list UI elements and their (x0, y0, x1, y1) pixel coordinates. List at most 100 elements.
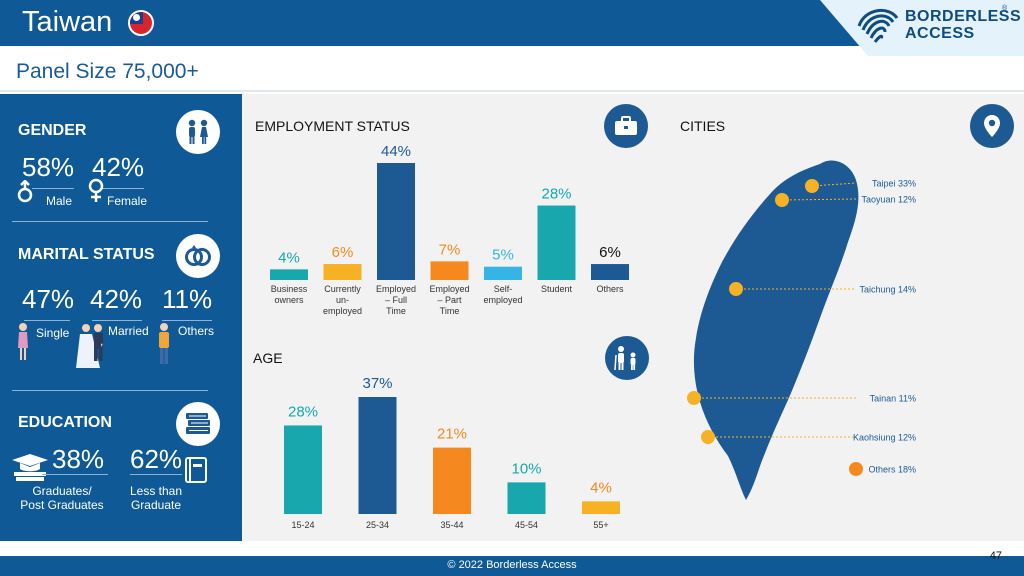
employment-category-label: Student (541, 284, 573, 294)
page-title: Taiwan (22, 6, 113, 38)
employment-bar-label: 6% (332, 244, 354, 261)
age-title: AGE (253, 350, 283, 366)
employment-bar-label: 4% (278, 249, 300, 266)
demographics-panel: GENDER 58% 42% Male Female MARITAL STATU… (0, 94, 242, 541)
employment-category-label: Time (440, 306, 460, 316)
employment-category-label: – Part (437, 295, 462, 305)
section-divider (12, 390, 208, 391)
city-label: Taipei 33% (872, 179, 916, 189)
city-label: Taoyuan 12% (861, 195, 916, 205)
employment-bar (430, 261, 469, 280)
employment-category-label: Business (271, 284, 308, 294)
section-divider (12, 221, 208, 222)
age-chart: 28% 15-24 37% 25-34 21% 35-44 10% 45-54 4% 55+ (284, 375, 620, 530)
employment-category-label: employed (323, 306, 362, 316)
cities-title: CITIES (680, 118, 726, 134)
age-bar-label: 28% (288, 403, 318, 420)
books-icon (176, 402, 220, 446)
divider (0, 90, 1024, 92)
age-category-label: 55+ (593, 520, 608, 530)
others-pct: 11% (162, 284, 213, 314)
city-dot (701, 430, 715, 444)
single-person-icon (18, 323, 28, 360)
female-pct: 42% (92, 152, 145, 182)
employment-bar (323, 264, 362, 280)
employment-bar-label: 6% (599, 244, 621, 261)
others-label: Others 18% (868, 465, 916, 475)
married-label: Married (108, 324, 149, 338)
age-bar (433, 447, 471, 514)
employment-bar-label: 44% (381, 143, 411, 160)
age-bar (284, 425, 322, 514)
single-label: Single (36, 326, 70, 340)
age-bar-label: 37% (362, 375, 392, 392)
family-icon (605, 336, 649, 380)
city-leader-line (811, 182, 857, 187)
age-bar (358, 397, 397, 514)
map-pin-icon (970, 104, 1014, 148)
footer-bar: © 2022 Borderless Access (0, 556, 1024, 576)
city-dot (729, 282, 743, 296)
graduates-label: Graduates/ Post Graduates (20, 484, 104, 512)
page-number: 47 (989, 550, 1002, 562)
age-category-label: 35-44 (440, 520, 463, 530)
male-label: Male (46, 194, 73, 208)
education-title: EDUCATION (18, 414, 112, 431)
city-label: Kaohsiung 12% (853, 433, 916, 443)
panel-size: Panel Size 75,000+ (16, 60, 199, 83)
married-underline (92, 320, 142, 321)
book-icon (185, 457, 207, 483)
employment-category-label: – Full (385, 295, 407, 305)
employment-status-title: EMPLOYMENT STATUS (255, 118, 410, 134)
age-bar-label: 4% (590, 479, 612, 496)
male-underline (32, 188, 74, 189)
employment-category-label: un- (336, 295, 349, 305)
employment-category-label: owners (274, 295, 304, 305)
married-label-suffix: , (100, 334, 104, 348)
others-label: Others (178, 324, 215, 338)
female-label: Female (107, 194, 148, 208)
employment-bar (377, 163, 415, 280)
employment-category-label: Employed (429, 284, 469, 294)
briefcase-icon (604, 104, 648, 148)
employment-category-label: Employed (376, 284, 416, 294)
male-pct: 58% (22, 152, 75, 182)
employment-category-label: Self- (494, 284, 513, 294)
single-pct: 47% (22, 284, 75, 314)
married-couple-icon (76, 324, 103, 368)
employment-bar (537, 205, 576, 280)
city-label: Tainan 11% (870, 394, 916, 404)
graduation-cap-icon (12, 454, 48, 481)
marital-status-title: MARITAL STATUS (18, 246, 155, 263)
wedding-rings-icon (176, 234, 220, 278)
employment-bar-label: 28% (541, 186, 571, 203)
age-category-label: 15-24 (291, 520, 314, 530)
graduates-underline (42, 474, 108, 475)
gender-icon (176, 110, 220, 154)
gender-title: GENDER (18, 122, 87, 139)
age-bar-label: 21% (437, 426, 467, 443)
city-label: Taichung 14% (859, 285, 916, 295)
copyright: © 2022 Borderless Access (447, 559, 577, 571)
employment-bar-label: 7% (439, 241, 461, 258)
less-than-graduate-pct: 62% (130, 444, 183, 474)
married-pct: 42% (90, 284, 143, 314)
city-dot (775, 193, 789, 207)
female-underline (100, 188, 144, 189)
logo-registered-mark: ® (1002, 5, 1008, 12)
age-category-label: 25-34 (366, 520, 389, 530)
logo-text: BORDERLESS ACCESS (905, 8, 1022, 42)
others-dot (849, 462, 863, 476)
taiwan-flag-icon (128, 10, 154, 36)
employment-bar (484, 266, 522, 280)
employment-category-label: Time (386, 306, 406, 316)
taiwan-shape (693, 160, 859, 500)
age-bar-label: 10% (511, 460, 541, 477)
male-symbol-icon (17, 180, 33, 203)
taiwan-cities-map: Taipei 33% Taoyuan 12% Taichung 14% Tainan … (687, 160, 916, 500)
others-underline (162, 320, 212, 321)
employment-bar (591, 264, 629, 280)
female-symbol-icon (88, 178, 104, 202)
others-person-icon (159, 323, 169, 364)
